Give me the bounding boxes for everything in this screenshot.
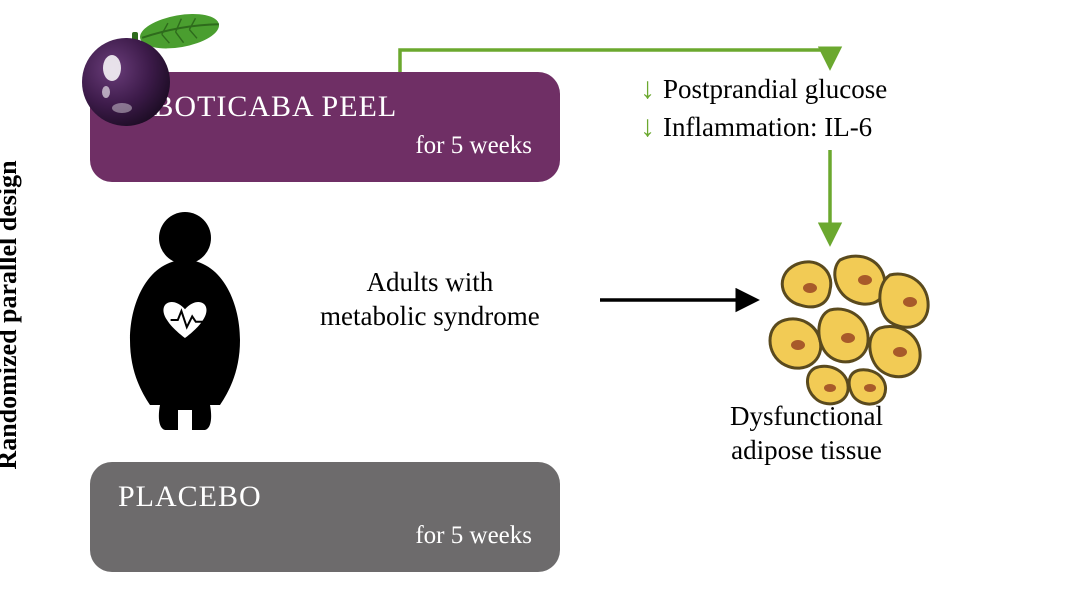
tissue-line1: Dysfunctional bbox=[730, 401, 883, 431]
study-design-label: Randomized parallel design bbox=[0, 160, 23, 469]
down-arrow-icon: ↓ bbox=[640, 72, 655, 106]
jaboticaba-subtitle: for 5 weeks bbox=[118, 132, 532, 160]
population-label: Adults with metabolic syndrome bbox=[320, 266, 540, 334]
person-icon bbox=[130, 212, 240, 430]
jaboticaba-title: JABOTICABA PEEL bbox=[118, 90, 532, 124]
down-arrow-icon: ↓ bbox=[640, 110, 655, 144]
population-line1: Adults with bbox=[366, 267, 493, 297]
outcome-glucose: ↓ Postprandial glucose bbox=[640, 72, 887, 106]
tissue-line2: adipose tissue bbox=[731, 435, 882, 465]
outcomes-block: ↓ Postprandial glucose ↓ Inflammation: I… bbox=[640, 72, 887, 148]
adipose-tissue-label: Dysfunctional adipose tissue bbox=[730, 400, 883, 468]
outcome-glucose-text: Postprandial glucose bbox=[663, 74, 887, 105]
placebo-title: PLACEBO bbox=[118, 480, 532, 514]
jaboticaba-treatment-box: JABOTICABA PEEL for 5 weeks bbox=[90, 72, 560, 182]
outcome-inflammation-text: Inflammation: IL-6 bbox=[663, 112, 872, 143]
outcome-inflammation: ↓ Inflammation: IL-6 bbox=[640, 110, 887, 144]
placebo-treatment-box: PLACEBO for 5 weeks bbox=[90, 462, 560, 572]
population-line2: metabolic syndrome bbox=[320, 301, 540, 331]
adipose-tissue-icon bbox=[770, 256, 928, 404]
placebo-subtitle: for 5 weeks bbox=[118, 522, 532, 550]
